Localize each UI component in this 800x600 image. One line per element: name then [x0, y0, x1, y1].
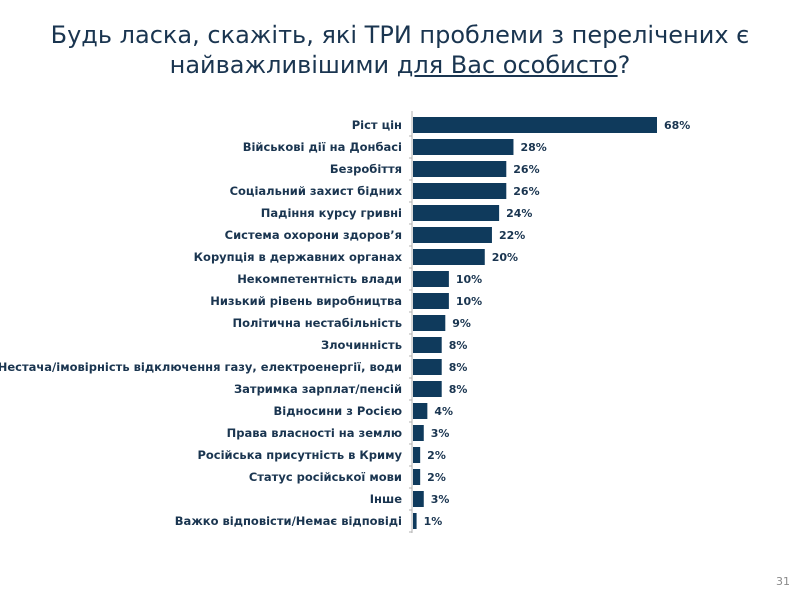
- title-underlined: для Вас особисто: [396, 51, 618, 79]
- data-label: 3%: [431, 427, 450, 440]
- data-label: 10%: [456, 295, 482, 308]
- data-label: 3%: [431, 493, 450, 506]
- category-label: Затримка зарплат/пенсій: [234, 382, 402, 396]
- category-label: Злочинність: [321, 338, 402, 352]
- data-label: 26%: [513, 163, 539, 176]
- category-label: Військові дії на Донбасі: [243, 140, 402, 154]
- bar: [413, 469, 421, 485]
- data-label: 28%: [520, 141, 546, 154]
- bar: [413, 271, 449, 287]
- bar: [413, 161, 507, 177]
- bar: [413, 447, 421, 463]
- chart-title: Будь ласка, скажіть, які ТРИ проблеми з …: [0, 20, 800, 80]
- data-label: 68%: [664, 119, 690, 132]
- bar: [413, 513, 417, 529]
- data-label: 22%: [499, 229, 525, 242]
- category-label: Політична нестабільність: [232, 316, 402, 330]
- category-label: Низький рівень виробництва: [210, 294, 402, 308]
- bar: [413, 227, 492, 243]
- bar: [413, 403, 428, 419]
- category-label: Соціальний захист бідних: [230, 184, 403, 198]
- category-label: Нестача/імовірність відключення газу, ел…: [0, 360, 402, 374]
- bar: [413, 249, 485, 265]
- bar: [413, 205, 500, 221]
- category-label: Корупція в державних органах: [194, 250, 403, 264]
- page-number: 31: [776, 575, 790, 588]
- data-label: 8%: [449, 361, 468, 374]
- bar: [413, 425, 424, 441]
- bar: [413, 337, 442, 353]
- bar: [413, 139, 514, 155]
- data-label: 2%: [427, 449, 446, 462]
- bar: [413, 117, 657, 133]
- category-label: Відносини з Росією: [274, 404, 403, 418]
- bar: [413, 183, 507, 199]
- category-label: Права власності на землю: [227, 426, 402, 440]
- data-label: 1%: [424, 515, 443, 528]
- data-label: 10%: [456, 273, 482, 286]
- bar: [413, 381, 442, 397]
- data-label: 26%: [513, 185, 539, 198]
- data-label: 9%: [452, 317, 471, 330]
- data-label: 8%: [449, 383, 468, 396]
- bar: [413, 315, 446, 331]
- bar: [413, 359, 442, 375]
- category-label: Безробіття: [330, 162, 402, 176]
- bar: [413, 491, 424, 507]
- title-line-1: Будь ласка, скажіть, які ТРИ проблеми з …: [50, 21, 750, 49]
- data-label: 2%: [427, 471, 446, 484]
- data-label: 20%: [492, 251, 518, 264]
- title-line-2: найважливішими для Вас особисто?: [0, 50, 800, 80]
- title-line-2-prefix: найважливішими: [169, 51, 397, 79]
- category-label: Статус російської мови: [249, 470, 402, 484]
- title-suffix: ?: [617, 51, 631, 79]
- category-label: Падіння курсу гривні: [261, 206, 402, 220]
- category-label: Ріст цін: [352, 118, 402, 132]
- category-label: Система охорони здоров’я: [225, 228, 402, 242]
- category-label: Важко відповісти/Немає відповіді: [175, 514, 402, 528]
- data-label: 8%: [449, 339, 468, 352]
- category-label: Некомпетентність влади: [237, 272, 402, 286]
- data-label: 4%: [434, 405, 453, 418]
- data-label: 24%: [506, 207, 532, 220]
- category-label: Російська присутність в Криму: [197, 448, 402, 462]
- bar: [413, 293, 449, 309]
- category-label: Інше: [370, 492, 402, 506]
